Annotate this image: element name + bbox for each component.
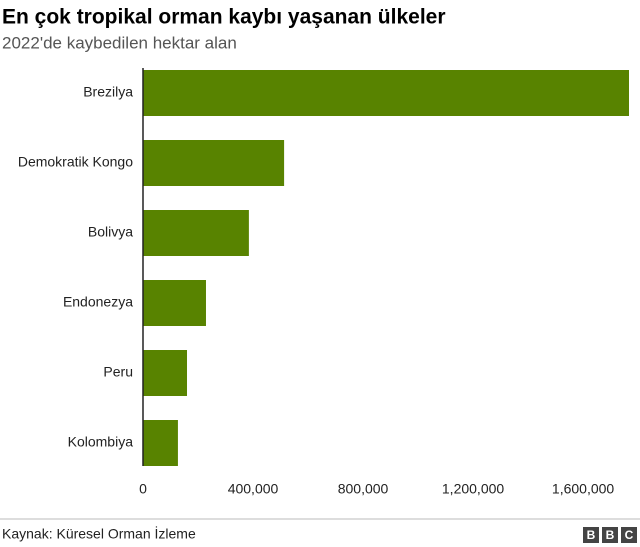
y-tick-label: Bolivya: [88, 224, 133, 240]
bar: [143, 420, 178, 466]
chart-subtitle: 2022'de kaybedilen hektar alan: [2, 33, 237, 52]
x-tick-label: 400,000: [228, 481, 279, 497]
y-tick-label: Kolombiya: [68, 434, 134, 450]
bar: [143, 210, 249, 256]
bar: [143, 70, 629, 116]
y-tick-label: Demokratik Kongo: [18, 154, 133, 170]
source: Kaynak: Küresel Orman İzleme: [2, 525, 196, 542]
y-tick-label: Endonezya: [63, 294, 133, 310]
y-tick-label: Brezilya: [83, 84, 133, 100]
bar: [143, 350, 188, 396]
logo-letter: C: [625, 528, 634, 542]
y-tick-label: Peru: [103, 364, 133, 380]
logo-letter: B: [606, 528, 615, 542]
x-tick-label: 800,000: [338, 481, 389, 497]
logo-box: [621, 527, 637, 543]
bar: [143, 280, 206, 326]
logo-box: [583, 527, 599, 543]
logo: B B C: [583, 527, 637, 543]
x-tick-label: 1,600,000: [552, 481, 614, 497]
logo-letter: B: [587, 528, 596, 542]
x-tick-label: 0: [139, 481, 147, 497]
logo-box: [602, 527, 618, 543]
x-tick-label: 1,200,000: [442, 481, 504, 497]
chart-title: En çok tropikal orman kaybı yaşanan ülke…: [2, 6, 446, 29]
bar: [143, 140, 285, 186]
